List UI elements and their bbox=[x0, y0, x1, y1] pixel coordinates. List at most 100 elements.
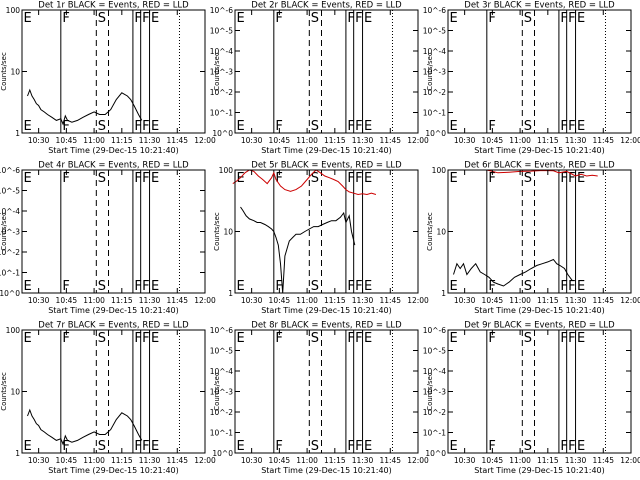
y-axis-label: Counts/sec bbox=[426, 52, 434, 91]
marker-label-top: F bbox=[568, 331, 575, 346]
y-tick-label: 10^-3 bbox=[210, 388, 234, 397]
marker-label-bottom: F bbox=[488, 119, 495, 134]
marker-label-bottom: F bbox=[560, 119, 567, 134]
x-axis-label: Start Time (29-Dec-15 10:21:40) bbox=[48, 306, 179, 315]
marker-label-bottom: F bbox=[488, 439, 495, 454]
x-axis-label: Start Time (29-Dec-15 10:21:40) bbox=[261, 146, 392, 155]
marker-label-bottom: F bbox=[142, 119, 149, 134]
y-tick-label: 10^-5 bbox=[0, 187, 20, 196]
y-tick-label: 10^-3 bbox=[423, 68, 447, 77]
marker-label-top: E bbox=[577, 171, 585, 186]
y-tick-label: 10^0 bbox=[212, 449, 233, 458]
x-tick-label: 12:00 bbox=[194, 136, 216, 145]
x-tick-label: 11:30 bbox=[139, 136, 161, 145]
x-tick-label: 10:30 bbox=[241, 296, 263, 305]
marker-label-bottom: E bbox=[450, 439, 458, 454]
y-tick-label: 10^-6 bbox=[423, 6, 447, 15]
marker-label-top: E bbox=[364, 11, 372, 26]
marker-label-top: E bbox=[24, 331, 32, 346]
x-axis-label: Start Time (29-Dec-15 10:21:40) bbox=[261, 466, 392, 475]
marker-label-bottom: F bbox=[568, 439, 575, 454]
x-tick-label: 12:00 bbox=[407, 456, 429, 465]
marker-label-bottom: F bbox=[347, 279, 354, 294]
x-tick-label: 10:30 bbox=[28, 136, 50, 145]
x-axis-label: Start Time (29-Dec-15 10:21:40) bbox=[261, 306, 392, 315]
y-tick-label: 10^-5 bbox=[423, 27, 447, 36]
y-tick-label: 10^-2 bbox=[0, 248, 20, 257]
y-tick-label: 10^-1 bbox=[210, 429, 234, 438]
x-tick-label: 11:45 bbox=[379, 296, 401, 305]
series-line-1 bbox=[240, 206, 356, 294]
x-tick-label: 11:00 bbox=[83, 456, 105, 465]
marker-label-bottom: F bbox=[62, 439, 69, 454]
marker-label-bottom: S bbox=[98, 119, 106, 134]
x-tick-label: 10:45 bbox=[269, 136, 291, 145]
x-tick-label: 12:00 bbox=[407, 296, 429, 305]
marker-label-top: F bbox=[142, 171, 149, 186]
y-tick-label: 100 bbox=[219, 166, 234, 175]
marker-label-top: S bbox=[98, 331, 106, 346]
marker-label-bottom: F bbox=[488, 279, 495, 294]
marker-label-bottom: E bbox=[364, 439, 372, 454]
x-tick-label: 12:00 bbox=[194, 296, 216, 305]
y-tick-label: 10^-6 bbox=[423, 326, 447, 335]
marker-label-bottom: F bbox=[134, 119, 141, 134]
y-tick-label: 10^-5 bbox=[210, 27, 234, 36]
marker-label-top: F bbox=[142, 331, 149, 346]
marker-label-bottom: F bbox=[355, 119, 362, 134]
y-tick-label: 10^-2 bbox=[423, 88, 447, 97]
x-tick-label: 11:15 bbox=[324, 136, 346, 145]
y-tick-label: 10^-3 bbox=[210, 68, 234, 77]
marker-label-top: E bbox=[450, 11, 458, 26]
detector-panel-5: Det 5r BLACK = Events, RED = LLDEEFFSSFF… bbox=[213, 161, 429, 316]
y-tick-label: 10^-6 bbox=[210, 326, 234, 335]
marker-label-top: E bbox=[151, 171, 159, 186]
marker-label-bottom: F bbox=[134, 279, 141, 294]
panel-title: Det 8r BLACK = Events, RED = LLD bbox=[251, 321, 402, 331]
plot-frame bbox=[234, 329, 419, 454]
plot-frame bbox=[447, 329, 632, 454]
panel-title: Det 2r BLACK = Events, RED = LLD bbox=[251, 1, 402, 11]
plot-frame bbox=[447, 169, 632, 294]
x-tick-label: 11:00 bbox=[296, 296, 318, 305]
marker-label-top: S bbox=[311, 11, 319, 26]
x-tick-label: 11:15 bbox=[537, 296, 559, 305]
marker-label-bottom: F bbox=[347, 119, 354, 134]
y-tick-label: 10^-3 bbox=[423, 388, 447, 397]
y-tick-label: 1 bbox=[228, 289, 233, 298]
x-tick-label: 11:45 bbox=[592, 456, 614, 465]
marker-label-top: S bbox=[524, 11, 532, 26]
marker-label-bottom: E bbox=[364, 119, 372, 134]
y-axis-label: Counts/sec bbox=[213, 212, 221, 251]
x-tick-label: 11:00 bbox=[83, 296, 105, 305]
x-tick-label: 11:30 bbox=[352, 136, 374, 145]
x-tick-label: 11:15 bbox=[537, 136, 559, 145]
y-axis-label: Counts/sec bbox=[426, 212, 434, 251]
marker-label-bottom: F bbox=[560, 279, 567, 294]
x-tick-label: 10:30 bbox=[454, 456, 476, 465]
x-tick-label: 11:00 bbox=[296, 456, 318, 465]
marker-label-bottom: E bbox=[237, 439, 245, 454]
x-tick-label: 12:00 bbox=[194, 456, 216, 465]
y-tick-label: 10^0 bbox=[212, 129, 233, 138]
y-tick-label: 10 bbox=[10, 388, 20, 397]
y-tick-label: 10^-2 bbox=[210, 88, 234, 97]
marker-label-bottom: E bbox=[237, 279, 245, 294]
detector-panel-9: Det 9r BLACK = Events, RED = LLDEEFFSSFF… bbox=[423, 321, 640, 476]
marker-label-top: E bbox=[151, 331, 159, 346]
marker-label-top: E bbox=[24, 11, 32, 26]
marker-label-top: S bbox=[524, 171, 532, 186]
marker-label-top: E bbox=[364, 171, 372, 186]
y-tick-label: 10^0 bbox=[425, 129, 446, 138]
x-tick-label: 11:45 bbox=[592, 296, 614, 305]
marker-label-bottom: F bbox=[142, 439, 149, 454]
x-tick-label: 10:30 bbox=[241, 136, 263, 145]
x-tick-label: 11:15 bbox=[537, 456, 559, 465]
marker-label-top: F bbox=[275, 171, 282, 186]
y-tick-label: 10^-2 bbox=[210, 408, 234, 417]
marker-label-top: F bbox=[347, 171, 354, 186]
marker-label-bottom: E bbox=[24, 439, 32, 454]
marker-label-top: S bbox=[311, 171, 319, 186]
panel-title: Det 5r BLACK = Events, RED = LLD bbox=[251, 161, 402, 171]
